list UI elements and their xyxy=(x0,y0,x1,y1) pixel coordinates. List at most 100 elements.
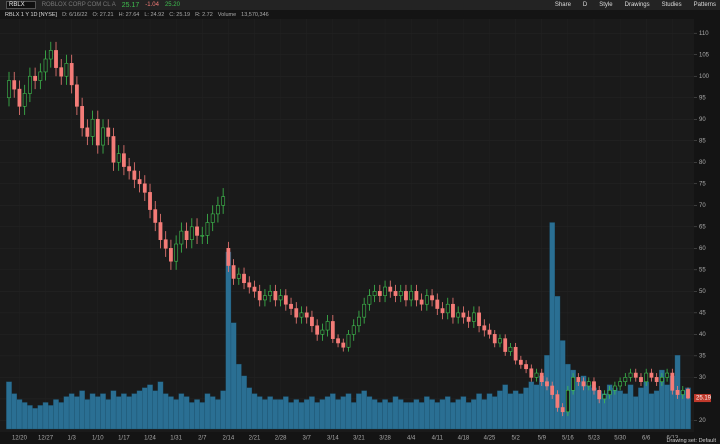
y-tick-label: 105 xyxy=(699,52,710,58)
candle-body xyxy=(169,248,173,262)
candle-body xyxy=(445,303,450,314)
volume-bar xyxy=(460,396,467,430)
x-tick-label: 3/21 xyxy=(353,436,365,442)
volume-bar xyxy=(345,393,352,430)
volume-bar xyxy=(157,381,164,430)
volume-bar xyxy=(335,399,341,430)
toolbar-button[interactable]: Share xyxy=(554,2,571,8)
candle-body xyxy=(195,226,199,236)
candle-body xyxy=(315,325,320,335)
candle-body xyxy=(247,282,252,288)
volume-bar xyxy=(74,396,80,430)
candle-body xyxy=(153,209,158,223)
candle-body xyxy=(289,303,293,309)
volume-bar xyxy=(450,402,456,430)
y-tick-label: 60 xyxy=(699,246,706,252)
volume-bar xyxy=(53,399,59,430)
symbol-input[interactable]: RBLX xyxy=(6,1,36,9)
candle-body xyxy=(419,299,424,305)
candle-body xyxy=(545,381,549,387)
volume-bar xyxy=(6,381,12,430)
y-tick-label: 35 xyxy=(699,353,706,359)
volume-bar xyxy=(491,396,498,430)
candle-body xyxy=(320,329,325,335)
candle-body xyxy=(54,50,58,68)
x-tick-label: 1/31 xyxy=(170,436,182,442)
candle-body xyxy=(503,338,508,352)
toolbar-button[interactable]: Patterns xyxy=(693,2,716,8)
x-tick-label: 1/10 xyxy=(92,436,104,442)
volume-bar xyxy=(142,387,148,430)
candle-body xyxy=(592,381,596,391)
candle-body xyxy=(487,329,492,335)
volume-bar xyxy=(194,399,200,430)
volume-bar xyxy=(115,396,122,430)
candle-body xyxy=(456,312,461,318)
volume-bar xyxy=(319,399,326,430)
candle-body xyxy=(85,127,90,137)
candle-body xyxy=(38,71,43,81)
candle-body xyxy=(101,127,105,146)
volume-bar xyxy=(147,384,153,430)
volume-bar xyxy=(204,393,211,430)
y-tick-label: 95 xyxy=(699,95,706,101)
volume-bar xyxy=(298,402,305,430)
y-tick-label: 70 xyxy=(699,203,706,209)
candle-body xyxy=(294,308,299,318)
candle-body xyxy=(184,230,189,241)
volume-bar xyxy=(361,390,367,430)
volume-bar xyxy=(486,393,493,430)
volume-bar xyxy=(199,402,206,430)
candle-body xyxy=(555,394,560,408)
volume-bar xyxy=(586,384,592,430)
x-tick-label: 2/7 xyxy=(198,436,207,442)
volume-bar xyxy=(262,399,268,430)
candle-body xyxy=(22,93,27,107)
volume-bar xyxy=(37,405,44,430)
x-tick-label: 4/4 xyxy=(407,436,416,442)
info-item: R: 2.72 xyxy=(195,11,213,18)
candle-body xyxy=(518,359,523,365)
y-tick-label: 85 xyxy=(699,138,706,144)
toolbar-button[interactable]: Studies xyxy=(661,2,682,8)
last-price-label: 25.19 xyxy=(696,396,712,402)
volume-bar xyxy=(533,384,540,430)
info-item: D: 6/16/22 xyxy=(62,11,88,18)
toolbar-button[interactable]: Drawings xyxy=(624,2,650,8)
volume-bar xyxy=(465,402,472,430)
x-tick-label: 3/7 xyxy=(303,436,312,442)
candle-body xyxy=(670,372,675,391)
candle-body xyxy=(80,106,85,129)
volume-bar xyxy=(309,396,315,430)
candle-body xyxy=(471,312,476,322)
candle-body xyxy=(111,136,116,163)
volume-bar xyxy=(162,393,169,430)
volume-bar xyxy=(643,381,649,430)
candle-body xyxy=(550,385,555,395)
candle-body xyxy=(163,239,168,249)
toolbar: RBLX ROBLOX CORP COM CL A 25.17 -1.04 25… xyxy=(0,0,720,10)
candle-body xyxy=(409,291,414,301)
candle-body xyxy=(565,389,570,413)
candle-body xyxy=(90,118,95,137)
volume-bar xyxy=(481,399,488,430)
y-tick-label: 65 xyxy=(699,224,706,230)
y-tick-label: 110 xyxy=(699,31,709,37)
toolbar-button[interactable]: Style xyxy=(599,2,613,8)
toolbar-button[interactable]: D xyxy=(582,2,588,8)
volume-bar xyxy=(21,402,28,430)
volume-bar xyxy=(267,396,273,430)
candle-body xyxy=(278,295,283,301)
y-tick-label: 40 xyxy=(699,332,706,338)
candle-body xyxy=(252,286,257,292)
volume-bar xyxy=(189,402,195,430)
volume-bar xyxy=(653,390,660,430)
y-tick-label: 20 xyxy=(699,418,706,424)
volume-bar xyxy=(126,396,132,430)
candle-body xyxy=(158,222,163,241)
volume-bar xyxy=(471,399,477,430)
x-tick-label: 4/11 xyxy=(432,436,444,442)
volume-bar xyxy=(168,396,174,430)
